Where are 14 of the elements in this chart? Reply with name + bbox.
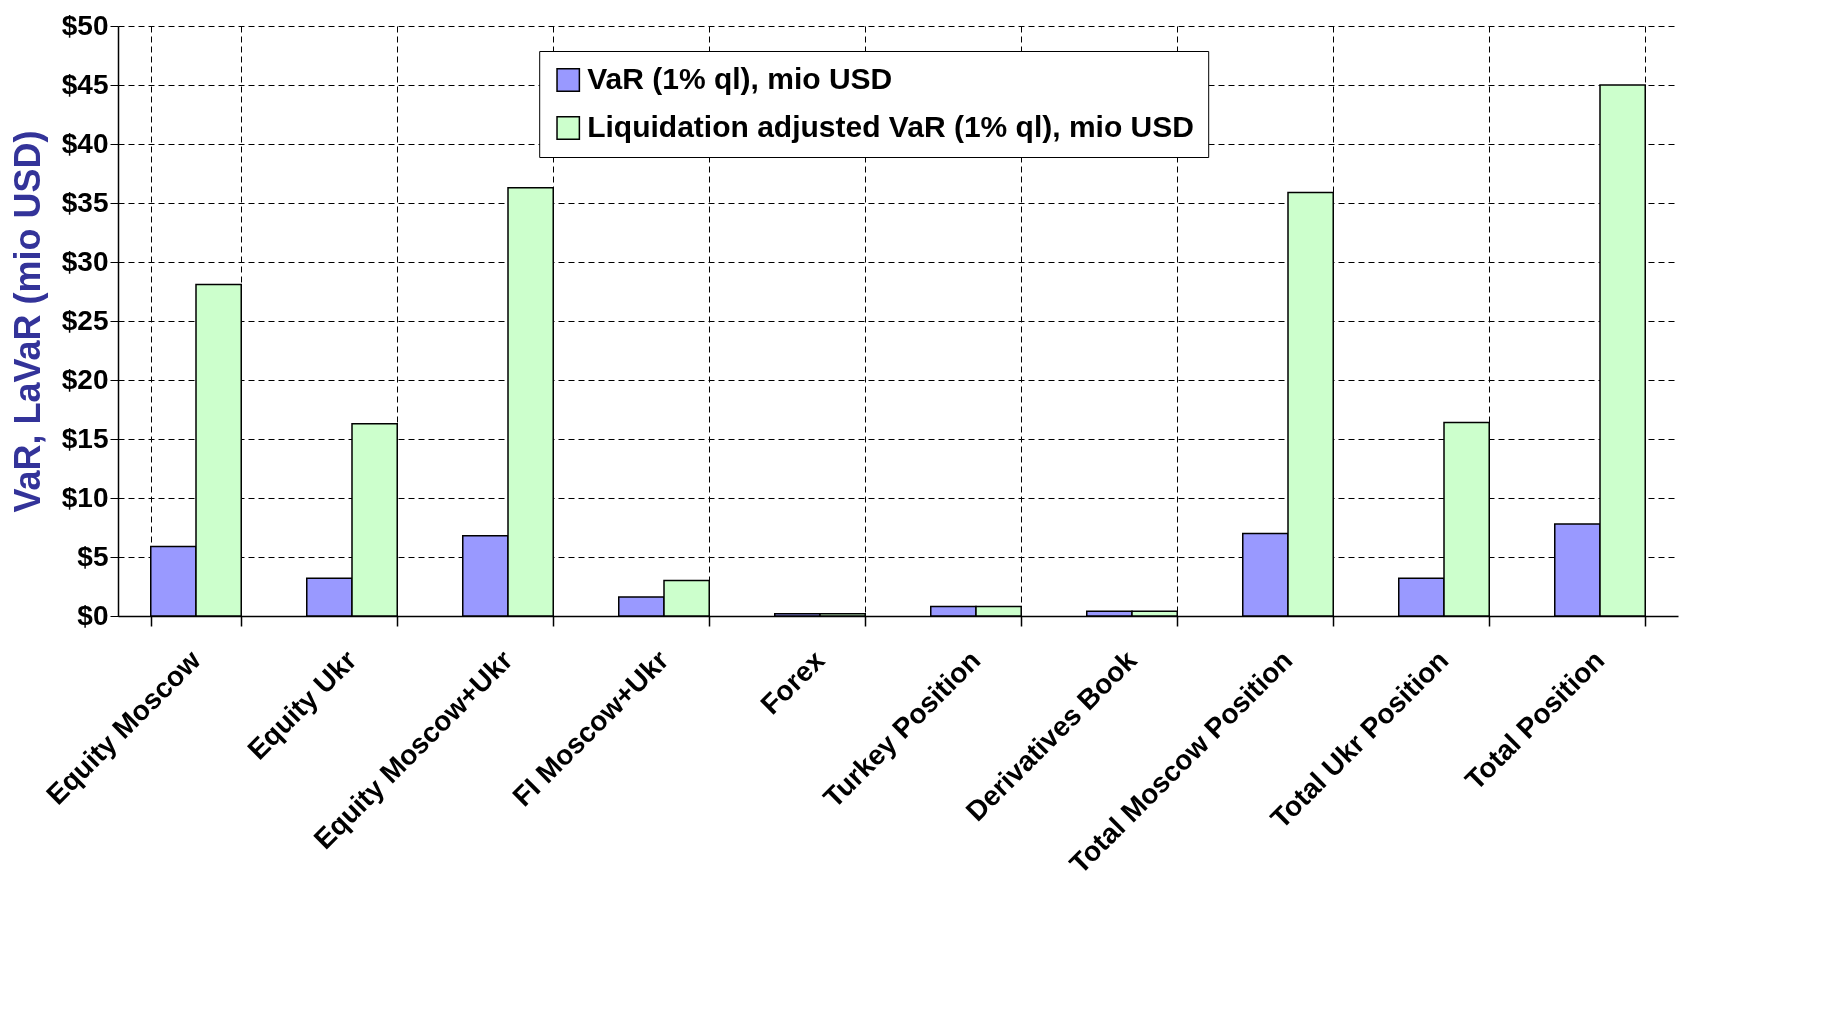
y-tick-label: $15 <box>61 422 109 454</box>
y-tick-label: $50 <box>61 9 109 41</box>
y-tick-label: $20 <box>61 363 109 395</box>
y-tick-label: $25 <box>61 304 109 336</box>
y-tick-label: $10 <box>61 481 109 513</box>
y-tick-label: $45 <box>61 68 109 100</box>
y-tick-label: $30 <box>61 245 109 277</box>
legend-label: VaR (1% ql), mio USD <box>587 62 893 95</box>
y-tick-label: $35 <box>61 186 109 218</box>
legend-label: Liquidation adjusted VaR (1% ql), mio USD <box>587 110 1194 143</box>
y-axis-title: VaR, LaVaR (mio USD) <box>6 130 48 513</box>
y-tick-label: $0 <box>77 599 109 631</box>
y-tick-label: $40 <box>61 127 109 159</box>
y-tick-label: $5 <box>77 540 109 572</box>
